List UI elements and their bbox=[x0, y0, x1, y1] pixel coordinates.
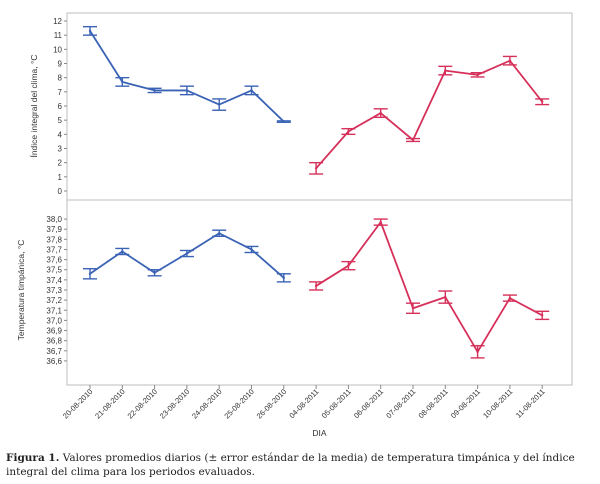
y-tick-label-1: 7 bbox=[58, 88, 63, 97]
series-line-2-period-2 bbox=[315, 221, 543, 353]
y-tick-label-2: 37,5 bbox=[46, 266, 62, 275]
data-point bbox=[153, 89, 156, 92]
x-tick-label: 20-08-2010 bbox=[61, 387, 94, 420]
data-point bbox=[476, 350, 479, 354]
y-tick-label-2: 37,7 bbox=[46, 245, 62, 254]
x-tick-label: 24-08-2010 bbox=[190, 387, 223, 420]
y-tick-label-2: 37,3 bbox=[46, 286, 62, 295]
data-point bbox=[444, 69, 447, 72]
y-tick-label-1: 1 bbox=[58, 173, 63, 182]
x-tick-label: 26-08-2010 bbox=[255, 387, 288, 420]
y-tick-label-2: 36,9 bbox=[46, 327, 62, 336]
y-tick-label-2: 37,8 bbox=[46, 235, 62, 244]
data-point bbox=[88, 29, 92, 33]
data-point bbox=[218, 103, 221, 106]
data-point bbox=[314, 167, 318, 170]
data-point bbox=[411, 138, 415, 142]
x-tick-label: 05-08-2011 bbox=[320, 387, 353, 420]
data-point bbox=[185, 252, 189, 255]
y-tick-label-2: 37,9 bbox=[46, 225, 62, 234]
data-point bbox=[508, 296, 512, 300]
y-tick-label-1: 2 bbox=[58, 159, 63, 168]
y-tick-label-2: 37,4 bbox=[46, 276, 62, 285]
y-tick-label-1: 8 bbox=[58, 74, 63, 83]
data-point bbox=[218, 232, 221, 235]
y-tick-label-2: 38,0 bbox=[46, 215, 62, 224]
data-point bbox=[88, 272, 92, 275]
figure-caption: Figura 1. Valores promedios diarios (± e… bbox=[6, 451, 596, 479]
data-point bbox=[314, 284, 318, 288]
y-tick-label-1: 6 bbox=[58, 102, 63, 111]
y-tick-label-2: 36,6 bbox=[46, 357, 62, 366]
data-point bbox=[508, 59, 512, 62]
y-axis-label-2: Temperatura timpánica, °C bbox=[16, 240, 26, 341]
x-tick-label: 04-08-2011 bbox=[287, 387, 320, 420]
y-tick-label-2: 37,1 bbox=[46, 306, 62, 315]
data-point bbox=[282, 120, 285, 123]
x-tick-label: 09-08-2011 bbox=[449, 387, 482, 420]
data-point bbox=[250, 248, 253, 251]
data-point bbox=[476, 73, 479, 77]
x-tick-label: 11-08-2011 bbox=[514, 387, 547, 420]
x-tick-label: 08-08-2011 bbox=[417, 387, 450, 420]
y-tick-label-1: 12 bbox=[53, 17, 62, 26]
data-point bbox=[153, 271, 156, 274]
data-point bbox=[379, 111, 382, 115]
chart-figure: 0 1 2 3 4 5 6 7 8 9 10 11 12 Índice integral del clim… bbox=[16, 12, 573, 438]
x-tick-label: 06-08-2011 bbox=[352, 387, 385, 420]
y-tick-label-2: 37,2 bbox=[46, 296, 62, 305]
x-tick-label: 21-08-2010 bbox=[93, 387, 126, 420]
y-tick-label-2: 37,0 bbox=[46, 316, 62, 325]
y-tick-label-1: 9 bbox=[58, 60, 63, 69]
data-point bbox=[185, 89, 189, 92]
y-tick-label-1: 5 bbox=[58, 116, 63, 125]
y-tick-label-2: 37,6 bbox=[46, 256, 62, 265]
y-tick-label-1: 3 bbox=[58, 145, 63, 154]
y-tick-label-2: 36,8 bbox=[46, 337, 62, 346]
caption-text: Valores promedios diarios (± error están… bbox=[6, 452, 575, 478]
y-tick-label-1: 0 bbox=[58, 187, 63, 196]
data-point bbox=[379, 220, 382, 224]
data-point bbox=[250, 89, 253, 92]
x-axis-label: DIA bbox=[312, 428, 327, 438]
caption-label: Figura 1. bbox=[6, 452, 60, 464]
data-point bbox=[541, 100, 544, 103]
y-tick-label-1: 10 bbox=[53, 45, 62, 54]
y-axis-label-1: Índice integral del clima, °C bbox=[29, 54, 39, 157]
data-point bbox=[121, 80, 124, 84]
y-tick-label-2: 36,7 bbox=[46, 347, 62, 356]
data-point bbox=[347, 264, 350, 267]
y-tick-label-1: 11 bbox=[54, 31, 63, 40]
x-tick-label: 23-08-2010 bbox=[158, 387, 191, 420]
x-tick-label: 25-08-2010 bbox=[222, 387, 255, 420]
y-tick-label-1: 4 bbox=[58, 130, 63, 139]
x-tick-label: 22-08-2010 bbox=[126, 387, 159, 420]
data-point bbox=[411, 307, 415, 310]
data-point bbox=[541, 314, 544, 317]
data-point bbox=[121, 250, 124, 253]
data-point bbox=[444, 295, 447, 299]
plot-frame bbox=[66, 12, 573, 386]
data-point bbox=[282, 276, 285, 280]
x-tick-label: 07-08-2011 bbox=[384, 387, 417, 420]
data-point bbox=[347, 130, 350, 133]
x-tick-label: 10-08-2011 bbox=[481, 387, 514, 420]
